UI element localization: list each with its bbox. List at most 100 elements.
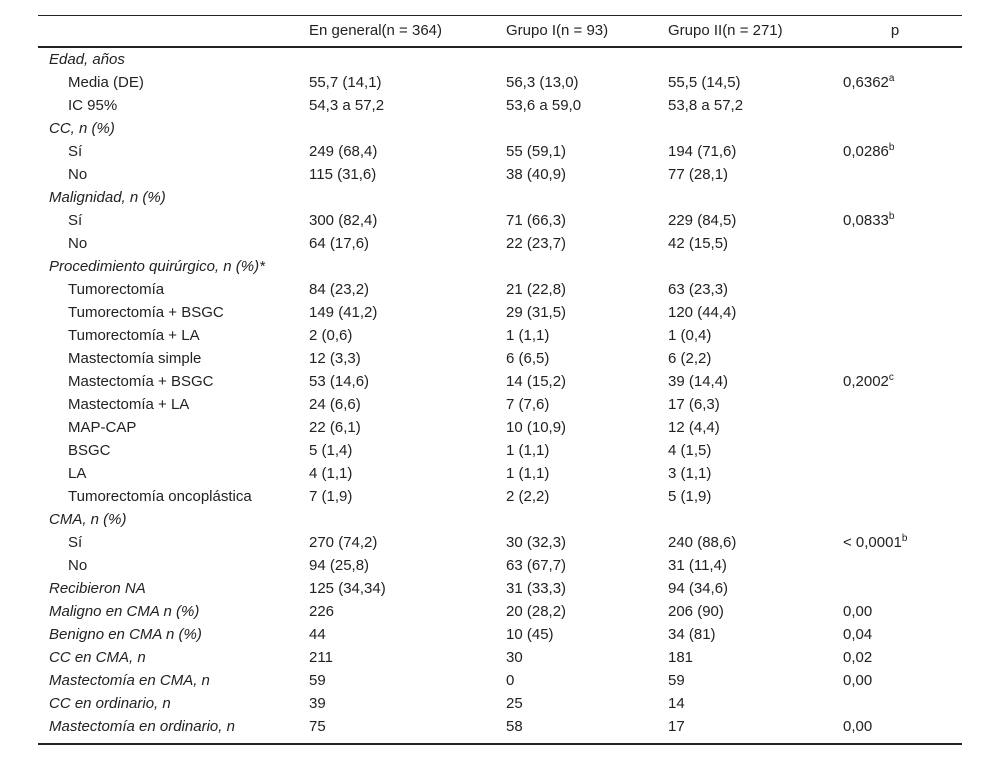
p-value: 0,04: [843, 626, 872, 644]
cell: 29 (31,5): [506, 304, 567, 321]
top-rule: [38, 15, 962, 16]
cell: 229 (84,5): [668, 212, 737, 229]
column-header: En general(n = 364): [309, 22, 443, 39]
cell: 5 (1,9): [668, 488, 712, 505]
cell: 64 (17,6): [309, 235, 370, 252]
cell: 240 (88,6): [668, 534, 737, 551]
cell: 181: [668, 649, 694, 666]
cell: 14 (15,2): [506, 373, 567, 390]
cell: 1 (1,1): [506, 327, 550, 344]
row-label: MAP-CAP: [68, 419, 137, 436]
cell: 6 (6,5): [506, 350, 550, 367]
cell: 55,7 (14,1): [309, 74, 382, 91]
p-value: 0,0286b: [843, 143, 894, 161]
cell: 22 (23,7): [506, 235, 567, 252]
cell: 4 (1,5): [668, 442, 712, 459]
p-value: < 0,0001b: [843, 534, 907, 552]
footnote-mark: a: [888, 73, 895, 84]
cell: 3 (1,1): [668, 465, 712, 482]
row-label: Mastectomía + BSGC: [68, 373, 214, 390]
cell: 54,3 a 57,2: [309, 97, 385, 114]
cell: 149 (41,2): [309, 304, 378, 321]
cell: 38 (40,9): [506, 166, 567, 183]
section-label: Recibieron NA: [49, 580, 146, 597]
cell: 94 (25,8): [309, 557, 370, 574]
cell: 10 (45): [506, 626, 554, 643]
section-label: Mastectomía en ordinario, n: [49, 718, 235, 735]
cell: 300 (82,4): [309, 212, 378, 229]
section-label: CC en CMA, n: [49, 649, 146, 666]
p-value: 0,0833b: [843, 212, 894, 230]
cell: 59: [309, 672, 326, 689]
cell: 249 (68,4): [309, 143, 378, 160]
cell: 120 (44,4): [668, 304, 737, 321]
cell: 270 (74,2): [309, 534, 378, 551]
column-header: Grupo I(n = 93): [506, 22, 609, 39]
cell: 7 (7,6): [506, 396, 550, 413]
section-label: Mastectomía en CMA, n: [49, 672, 210, 689]
cell: 55 (59,1): [506, 143, 567, 160]
row-label: Tumorectomía + BSGC: [68, 304, 224, 321]
row-label: Tumorectomía + LA: [68, 327, 200, 344]
p-text: 0,02: [843, 649, 873, 666]
row-label: Tumorectomía oncoplástica: [68, 488, 252, 505]
cell: 226: [309, 603, 335, 620]
cell: 71 (66,3): [506, 212, 567, 229]
row-label: No: [68, 235, 88, 252]
cell: 53,6 a 59,0: [506, 97, 582, 114]
row-label: Sí: [68, 534, 83, 551]
cell: 56,3 (13,0): [506, 74, 579, 91]
p-value: 0,02: [843, 649, 872, 667]
p-text: 0,0286: [843, 143, 889, 160]
bottom-rule: [38, 743, 962, 745]
header-rule: [38, 46, 962, 48]
p-text: 0,0833: [843, 212, 889, 229]
cell: 6 (2,2): [668, 350, 712, 367]
section-label: CMA, n (%): [49, 511, 127, 528]
cell: 206 (90): [668, 603, 724, 620]
cell: 59: [668, 672, 685, 689]
row-label: Sí: [68, 212, 83, 229]
section-label: Edad, años: [49, 51, 125, 68]
p-text: 0,00: [843, 718, 873, 735]
cell: 14: [668, 695, 685, 712]
p-value: 0,00: [843, 603, 872, 621]
cell: 17 (6,3): [668, 396, 720, 413]
p-value: 0,00: [843, 672, 872, 690]
section-label: Malignidad, n (%): [49, 189, 166, 206]
cell: 39 (14,4): [668, 373, 729, 390]
cell: 44: [309, 626, 326, 643]
cell: 211: [309, 649, 333, 666]
row-label: Tumorectomía: [68, 281, 165, 298]
p-text: 0,00: [843, 603, 873, 620]
cell: 53 (14,6): [309, 373, 370, 390]
cell: 5 (1,4): [309, 442, 353, 459]
row-label: BSGC: [68, 442, 111, 459]
cell: 1 (0,4): [668, 327, 712, 344]
p-value: 0,6362a: [843, 74, 894, 92]
cell: 31 (11,4): [668, 557, 727, 574]
footnote-mark: b: [888, 211, 895, 222]
cell: 20 (28,2): [506, 603, 567, 620]
cell: 1 (1,1): [506, 442, 550, 459]
cell: 63 (23,3): [668, 281, 729, 298]
cell: 75: [309, 718, 326, 735]
row-label: Mastectomía + LA: [68, 396, 190, 413]
cell: 24 (6,6): [309, 396, 361, 413]
footnote-mark: b: [901, 533, 908, 544]
cell: 30 (32,3): [506, 534, 567, 551]
cell: 7 (1,9): [309, 488, 353, 505]
cell: 21 (22,8): [506, 281, 567, 298]
row-label: Media (DE): [68, 74, 144, 91]
cell: 25: [506, 695, 523, 712]
cell: 77 (28,1): [668, 166, 729, 183]
cell: 10 (10,9): [506, 419, 567, 436]
cell: 22 (6,1): [309, 419, 361, 436]
section-label: Maligno en CMA n (%): [49, 603, 200, 620]
row-label: LA: [68, 465, 87, 482]
cell: 12 (4,4): [668, 419, 720, 436]
cell: 0: [506, 672, 515, 689]
row-label: No: [68, 166, 88, 183]
cell: 63 (67,7): [506, 557, 567, 574]
